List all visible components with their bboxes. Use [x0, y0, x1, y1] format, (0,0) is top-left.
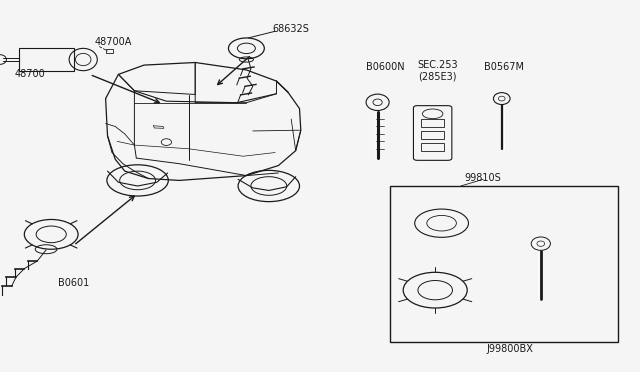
Text: 48700: 48700 — [15, 70, 45, 79]
Text: B0567M: B0567M — [484, 62, 525, 72]
Text: B0600N: B0600N — [366, 62, 404, 72]
Bar — [19, 48, 74, 71]
Text: J99800BX: J99800BX — [486, 344, 533, 354]
Text: 68632S: 68632S — [272, 24, 309, 34]
Bar — [421, 143, 444, 151]
Text: B0601: B0601 — [58, 279, 89, 288]
Text: 48700A: 48700A — [95, 37, 132, 46]
Bar — [390, 186, 618, 342]
Bar — [421, 131, 444, 139]
Bar — [421, 119, 444, 127]
Text: 99810S: 99810S — [465, 173, 501, 183]
Text: SEC.253: SEC.253 — [417, 60, 458, 70]
Bar — [106, 49, 113, 53]
Text: (285E3): (285E3) — [419, 71, 457, 81]
